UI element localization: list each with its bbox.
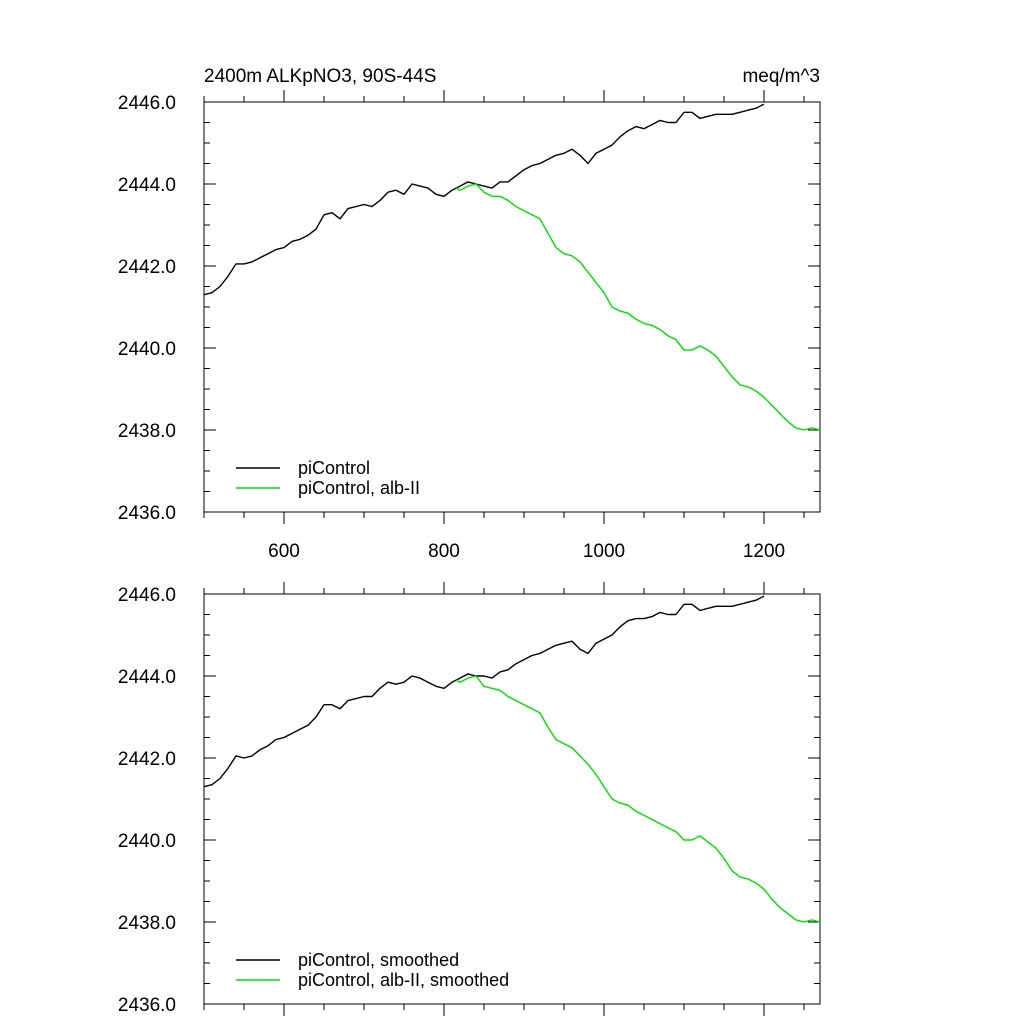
top-panel-y-tick-label: 2436.0	[118, 503, 176, 524]
top-panel-y-tick-label: 2444.0	[118, 175, 176, 196]
bottom-panel-y-tick-label: 2442.0	[118, 749, 176, 770]
top-panel-x-tick-label: 1200	[743, 541, 785, 562]
top-panel: 2400m ALKpNO3, 90S-44S meq/m^3 2436.0243…	[118, 66, 821, 562]
bottom-panel-series-line-0	[203, 595, 765, 788]
bottom-panel-y-tick-labels: 2436.0 2438.0 2440.0 2442.0 2444.0 2446.0	[118, 585, 176, 1016]
top-panel-x-tick-labels: 600 800 1000 1200	[268, 541, 785, 562]
top-panel-y-tick-label: 2446.0	[118, 93, 176, 114]
top-panel-title: 2400m ALKpNO3, 90S-44S	[204, 66, 436, 87]
bottom-panel-y-tick-label: 2446.0	[118, 585, 176, 606]
bottom-panel-legend-label-0: piControl, smoothed	[298, 950, 459, 970]
bottom-panel-series	[203, 595, 821, 923]
top-panel-legend-label-1: piControl, alb-II	[298, 478, 420, 498]
top-panel-ticks	[203, 90, 820, 524]
bottom-panel-ticks	[203, 582, 820, 1016]
bottom-panel-y-tick-label: 2444.0	[118, 667, 176, 688]
top-panel-y-tick-labels: 2436.0 2438.0 2440.0 2442.0 2444.0 2446.0	[118, 93, 176, 524]
top-panel-x-tick-label: 1000	[583, 541, 625, 562]
bottom-panel-y-tick-label: 2440.0	[118, 831, 176, 852]
top-panel-x-tick-label: 600	[268, 541, 300, 562]
bottom-panel: 2436.0 2438.0 2440.0 2442.0 2444.0 2446.0 piC…	[118, 582, 821, 1016]
top-panel-x-tick-label: 800	[428, 541, 460, 562]
top-panel-y-tick-label: 2440.0	[118, 339, 176, 360]
bottom-panel-y-tick-label: 2438.0	[118, 913, 176, 934]
top-panel-legend-label-0: piControl	[298, 458, 370, 478]
top-panel-units: meq/m^3	[742, 66, 820, 87]
bottom-panel-legend-label-1: piControl, alb-II, smoothed	[298, 970, 509, 990]
bottom-panel-series-line-1	[455, 675, 821, 923]
top-panel-series-line-1	[455, 183, 821, 431]
bottom-panel-y-tick-label: 2436.0	[118, 995, 176, 1016]
top-panel-series	[203, 103, 821, 431]
top-panel-y-tick-label: 2438.0	[118, 421, 176, 442]
top-panel-series-line-0	[203, 103, 765, 296]
top-panel-y-tick-label: 2442.0	[118, 257, 176, 278]
